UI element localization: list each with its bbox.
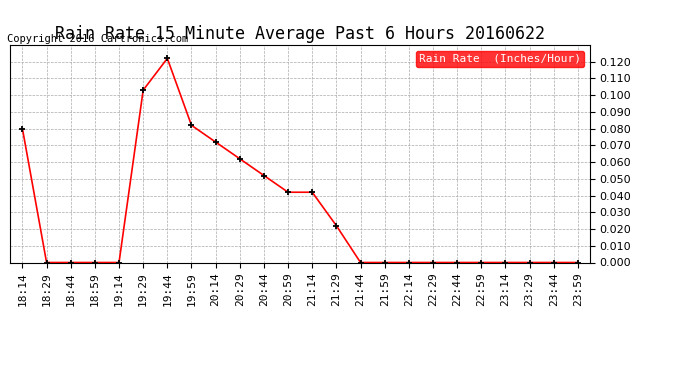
Text: Copyright 2016 Cartronics.com: Copyright 2016 Cartronics.com <box>7 34 188 44</box>
Title: Rain Rate 15 Minute Average Past 6 Hours 20160622: Rain Rate 15 Minute Average Past 6 Hours… <box>55 26 545 44</box>
Legend: Rain Rate  (Inches/Hour): Rain Rate (Inches/Hour) <box>416 51 584 67</box>
